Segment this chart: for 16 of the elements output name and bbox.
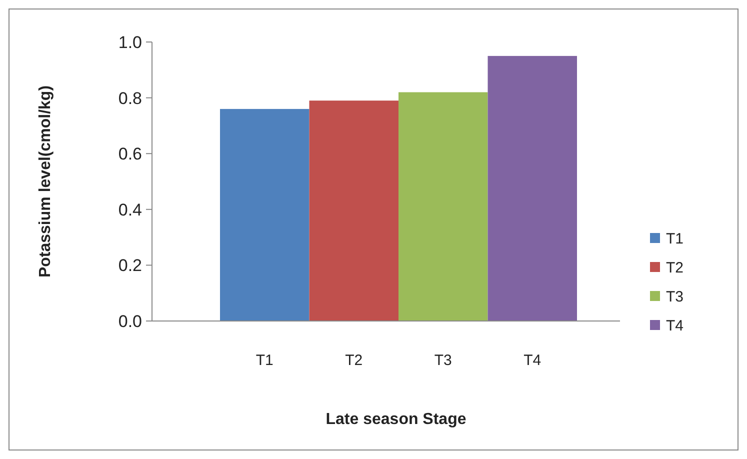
x-tick-label: T1 <box>256 352 274 369</box>
y-tick-label: 0.8 <box>118 88 142 108</box>
legend-label: T2 <box>666 259 684 276</box>
legend-label: T1 <box>666 230 684 248</box>
x-axis-title: Late season Stage <box>326 411 466 428</box>
legend-label: T4 <box>666 317 684 334</box>
legend-label: T3 <box>666 288 684 306</box>
x-tick-label: T2 <box>345 352 363 369</box>
y-tick-label: 0.2 <box>118 256 142 276</box>
y-tick-label: 0.6 <box>118 144 142 164</box>
y-tick-label: 0.0 <box>118 312 142 331</box>
x-tick-label: T4 <box>524 352 542 369</box>
y-tick-label: 1.0 <box>118 32 142 52</box>
y-axis-title: Potassium level(cmol/kg) <box>37 85 54 278</box>
y-tick-label: 0.4 <box>118 200 142 220</box>
x-tick-label: T3 <box>434 352 452 369</box>
